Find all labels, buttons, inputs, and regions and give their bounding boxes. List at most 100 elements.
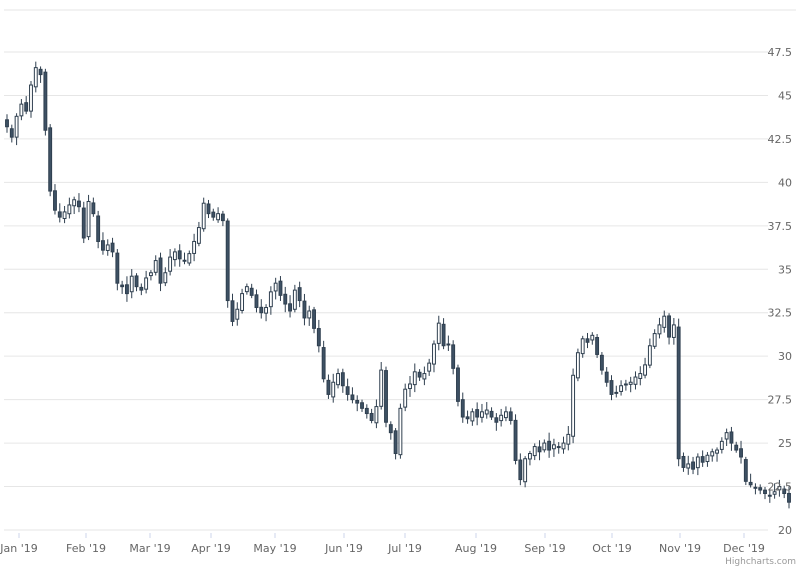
candle[interactable] <box>753 486 758 489</box>
candle[interactable] <box>489 410 494 418</box>
candle[interactable] <box>273 282 278 292</box>
candle[interactable] <box>33 67 38 88</box>
candle[interactable] <box>235 308 240 320</box>
candle[interactable] <box>504 411 508 419</box>
candle[interactable] <box>158 257 163 284</box>
candle[interactable] <box>388 424 393 434</box>
candle[interactable] <box>43 71 48 131</box>
candle[interactable] <box>192 240 197 254</box>
candle[interactable] <box>57 211 62 218</box>
candle[interactable] <box>523 458 528 483</box>
candle[interactable] <box>763 489 767 494</box>
candle[interactable] <box>436 322 441 344</box>
candle[interactable] <box>686 463 691 469</box>
candle[interactable] <box>494 417 499 423</box>
candle[interactable] <box>81 207 86 239</box>
candle[interactable] <box>537 446 542 453</box>
candle[interactable] <box>115 252 120 284</box>
candle[interactable] <box>585 338 590 343</box>
candle[interactable] <box>268 291 273 308</box>
candle[interactable] <box>316 328 321 347</box>
candle[interactable] <box>772 491 777 495</box>
candle[interactable] <box>384 370 388 423</box>
candle[interactable] <box>657 324 662 335</box>
candle[interactable] <box>710 451 715 457</box>
candle[interactable] <box>417 371 422 378</box>
candle[interactable] <box>470 411 475 422</box>
candle[interactable] <box>379 369 384 407</box>
candle[interactable] <box>628 381 633 385</box>
candle[interactable] <box>321 347 326 380</box>
candle[interactable] <box>580 338 585 355</box>
candle[interactable] <box>542 442 547 451</box>
candle[interactable] <box>671 324 676 338</box>
candle[interactable] <box>278 280 283 296</box>
candle[interactable] <box>67 204 72 215</box>
candle[interactable] <box>787 492 791 503</box>
credits-link[interactable]: Highcharts.com <box>725 557 796 567</box>
candle[interactable] <box>734 444 739 451</box>
candle[interactable] <box>767 494 772 497</box>
candle[interactable] <box>14 115 19 138</box>
candle[interactable] <box>408 383 412 390</box>
candle[interactable] <box>619 385 624 392</box>
candle[interactable] <box>187 253 192 264</box>
candle[interactable] <box>297 287 302 302</box>
candle[interactable] <box>254 294 259 309</box>
candle[interactable] <box>240 293 245 311</box>
candle[interactable] <box>551 444 556 450</box>
candle[interactable] <box>163 272 168 284</box>
candle[interactable] <box>465 416 470 420</box>
candle[interactable] <box>120 284 125 288</box>
candle[interactable] <box>19 103 24 117</box>
candle[interactable] <box>547 440 552 451</box>
candle[interactable] <box>595 337 600 355</box>
candle[interactable] <box>360 402 364 409</box>
candle[interactable] <box>48 127 53 192</box>
candle[interactable] <box>259 306 264 314</box>
candle[interactable] <box>561 442 566 450</box>
candle[interactable] <box>604 371 609 383</box>
candle[interactable] <box>340 372 345 387</box>
candle[interactable] <box>681 455 686 468</box>
candle[interactable] <box>196 227 201 244</box>
candle[interactable] <box>312 309 316 329</box>
candle[interactable] <box>518 459 523 481</box>
candle[interactable] <box>53 190 57 211</box>
candle[interactable] <box>623 383 628 386</box>
candle[interactable] <box>441 323 446 347</box>
candle[interactable] <box>590 334 595 341</box>
candle[interactable] <box>374 406 379 424</box>
candle[interactable] <box>393 430 398 455</box>
candle[interactable] <box>652 333 657 347</box>
candle[interactable] <box>695 456 700 469</box>
candle[interactable] <box>77 200 81 208</box>
candle[interactable] <box>29 84 33 112</box>
candle[interactable] <box>748 481 753 486</box>
candle[interactable] <box>283 293 288 305</box>
candle[interactable] <box>475 409 480 418</box>
candle[interactable] <box>105 244 110 251</box>
candle[interactable] <box>134 275 139 288</box>
candle[interactable] <box>139 286 144 291</box>
candle[interactable] <box>782 488 787 494</box>
candle[interactable] <box>96 215 101 242</box>
candle[interactable] <box>62 211 67 220</box>
candle[interactable] <box>432 343 436 365</box>
candle[interactable] <box>264 307 269 314</box>
candle[interactable] <box>484 409 489 415</box>
candle[interactable] <box>350 394 355 401</box>
candle[interactable] <box>724 432 729 440</box>
candle[interactable] <box>676 326 681 460</box>
candle[interactable] <box>705 454 710 463</box>
candle[interactable] <box>24 102 29 112</box>
candle[interactable] <box>182 259 187 262</box>
candle[interactable] <box>460 399 465 418</box>
candle[interactable] <box>216 213 221 221</box>
candle[interactable] <box>148 272 153 277</box>
candle[interactable] <box>571 374 576 437</box>
candle[interactable] <box>566 433 571 445</box>
candle[interactable] <box>480 411 484 418</box>
candle[interactable] <box>307 310 312 319</box>
candle[interactable] <box>743 459 748 482</box>
